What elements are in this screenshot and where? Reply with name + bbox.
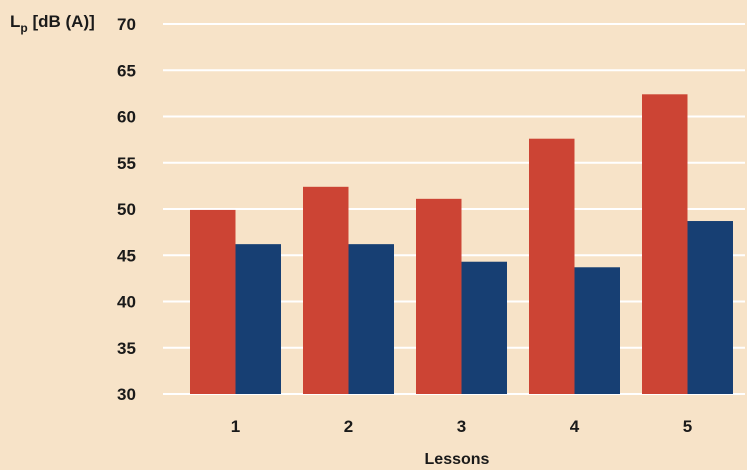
x-tick-label: 1 [231, 417, 240, 436]
bar-series-2-lesson-3 [461, 261, 507, 394]
y-tick-labels: 30 35 40 45 50 55 60 65 70 [117, 15, 136, 404]
y-tick-label: 40 [117, 293, 136, 312]
bar-series-2-lesson-1 [235, 244, 281, 394]
bar-series-2-lesson-2 [348, 244, 394, 394]
x-tick-label: 4 [570, 417, 580, 436]
x-tick-labels: 1 2 3 4 5 [231, 417, 692, 436]
bar-series-1-lesson-2 [303, 186, 349, 394]
x-axis-label: Lessons [425, 451, 490, 468]
y-tick-label: 30 [117, 385, 136, 404]
bar-series-1-lesson-1 [190, 209, 236, 394]
x-tick-label: 5 [683, 417, 692, 436]
x-tick-label: 2 [344, 417, 353, 436]
y-tick-label: 60 [117, 108, 136, 127]
x-tick-label: 3 [457, 417, 466, 436]
y-axis-label: Lp [dB (A)] [10, 12, 95, 35]
y-tick-label: 55 [117, 154, 136, 173]
y-tick-label: 50 [117, 200, 136, 219]
bar-series-2-lesson-4 [574, 267, 620, 394]
bar-series-1-lesson-5 [642, 94, 688, 395]
y-tick-label: 65 [117, 61, 136, 80]
y-tick-label: 45 [117, 246, 136, 265]
y-tick-label: 70 [117, 15, 136, 34]
bar-series-1-lesson-3 [416, 198, 462, 394]
bars [190, 94, 733, 395]
bar-series-1-lesson-4 [529, 138, 575, 394]
bar-series-2-lesson-5 [687, 221, 733, 394]
y-tick-label: 35 [117, 339, 136, 358]
